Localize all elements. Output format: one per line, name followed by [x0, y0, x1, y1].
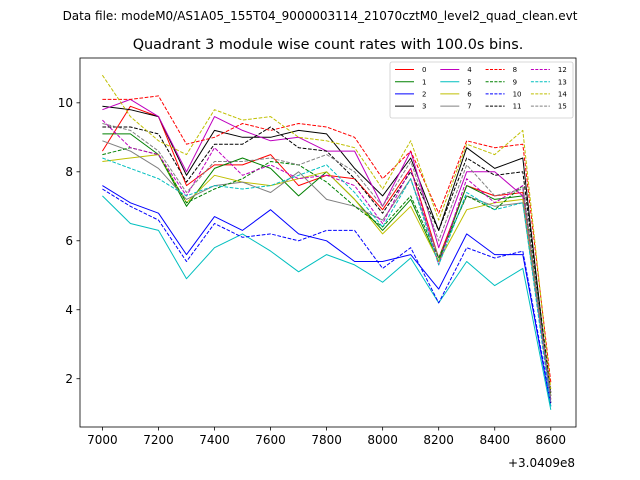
- legend-box: [389, 61, 574, 119]
- series-line-13: [102, 157, 552, 407]
- legend-label-3: 3: [422, 103, 426, 111]
- series-line-8: [102, 95, 552, 383]
- legend-label-4: 4: [467, 66, 472, 74]
- plot-area: [79, 57, 577, 428]
- series-line-6: [102, 154, 552, 397]
- y-tick-label: 6: [65, 234, 73, 248]
- x-tick-label: 8200: [423, 433, 454, 447]
- legend-label-13: 13: [558, 78, 567, 86]
- series-line-9: [102, 147, 552, 393]
- x-axis: 7000 7200 7400 7600 7800 8000 8200 8400 8600: [87, 427, 566, 447]
- x-tick-label: 7400: [199, 433, 230, 447]
- series-layer: [101, 74, 552, 410]
- legend-label-9: 9: [513, 78, 517, 86]
- legend-label-11: 11: [513, 103, 522, 111]
- legend-label-6: 6: [467, 91, 472, 99]
- x-tick-label: 8600: [536, 433, 567, 447]
- series-line-7: [102, 140, 552, 400]
- y-tick-label: 2: [65, 372, 73, 386]
- y-axis: 2 4 6 8 10: [58, 96, 80, 386]
- x-tick-label: 7800: [311, 433, 342, 447]
- data-file-header: Data file: modeM0/AS1A05_155T04_90000031…: [63, 9, 578, 23]
- axes-frame: [79, 57, 577, 428]
- series-line-11: [102, 126, 552, 393]
- x-tick-label: 8000: [367, 433, 398, 447]
- legend-label-0: 0: [422, 66, 426, 74]
- series-line-2: [102, 185, 552, 407]
- series-line-15: [102, 123, 552, 397]
- x-tick-label: 8400: [479, 433, 510, 447]
- series-line-12: [102, 119, 552, 403]
- legend-label-7: 7: [467, 103, 471, 111]
- x-offset-label: +3.0409e8: [508, 456, 575, 470]
- legend-label-12: 12: [558, 66, 567, 74]
- legend-label-8: 8: [513, 66, 517, 74]
- y-tick-label: 10: [58, 96, 73, 110]
- legend-label-1: 1: [422, 78, 426, 86]
- legend-label-5: 5: [467, 78, 471, 86]
- legend-label-15: 15: [558, 103, 567, 111]
- series-line-10: [102, 188, 552, 403]
- y-tick-label: 8: [65, 165, 73, 179]
- x-tick-label: 7200: [143, 433, 174, 447]
- legend-label-10: 10: [513, 91, 522, 99]
- series-line-14: [101, 74, 552, 390]
- legend-label-14: 14: [558, 91, 567, 99]
- series-line-3: [102, 105, 552, 403]
- legend-label-2: 2: [422, 91, 426, 99]
- y-tick-label: 4: [65, 303, 73, 317]
- chart-title: Quadrant 3 module wise count rates with …: [133, 37, 524, 53]
- series-line-5: [102, 195, 552, 410]
- x-tick-label: 7000: [87, 433, 118, 447]
- x-tick-label: 7600: [255, 433, 286, 447]
